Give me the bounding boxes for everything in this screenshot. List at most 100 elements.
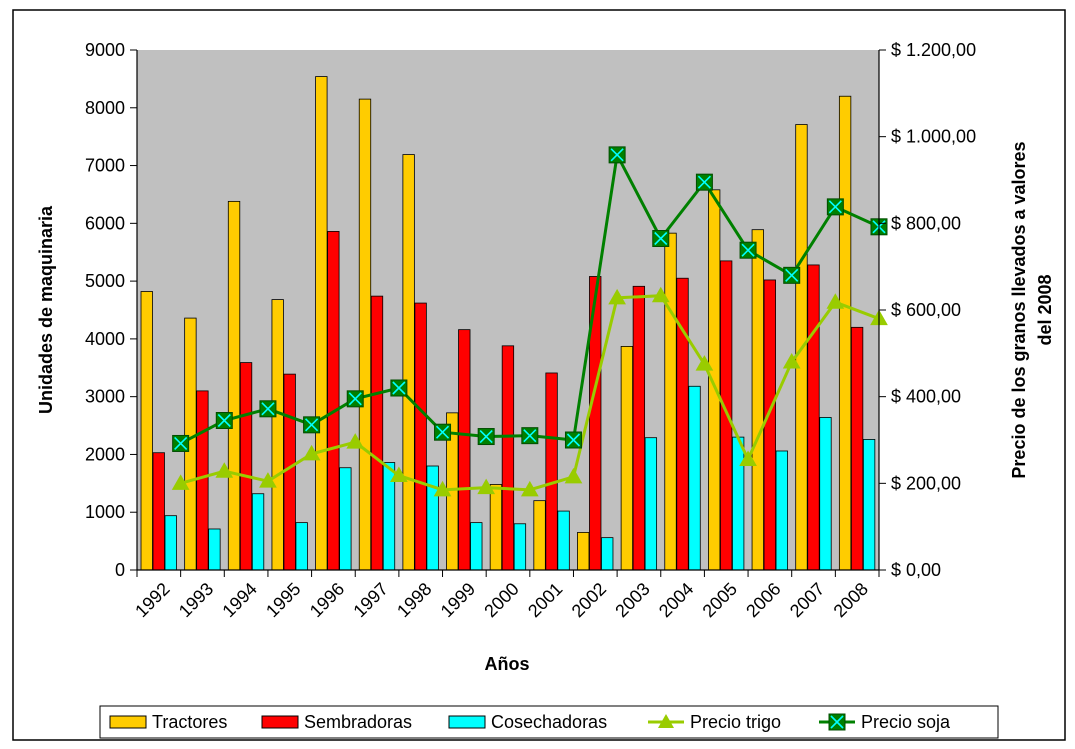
marker-precio-soja-2002-cross <box>610 148 624 162</box>
marker-precio-soja-2004-cross <box>697 175 711 189</box>
bar-sembradoras-1993 <box>196 390 209 571</box>
legend-items: Tractores Sembradoras Cosechadoras Precio t… <box>109 712 951 732</box>
marker-precio-trigo-2000 <box>520 480 539 497</box>
bar-tractores-2006 <box>751 229 764 571</box>
marker-precio-trigo-2007 <box>826 293 845 309</box>
legend-swatch-tractores <box>109 715 147 729</box>
bar-tractores-1995 <box>271 299 284 571</box>
y-tick-label-3000: 3000 <box>85 387 125 407</box>
bar-cosechadoras-1999 <box>470 522 483 571</box>
marker-precio-trigo-2005 <box>739 450 757 466</box>
marker-precio-soja-1998-cross <box>435 425 450 439</box>
marker-precio-trigo-1999 <box>477 478 496 495</box>
legend-label-cosechadoras: Cosechadoras <box>491 712 607 732</box>
marker-precio-trigo-1992 <box>171 474 190 490</box>
marker-precio-soja-1999 <box>477 428 495 446</box>
bar-tractores-1998 <box>402 154 415 571</box>
bar-cosechadoras-2001 <box>557 510 570 571</box>
marker-precio-trigo-1993 <box>215 462 234 478</box>
marker-precio-soja-1993 <box>215 412 233 429</box>
bar-cosechadoras-2007 <box>819 417 832 571</box>
legend-swatch-cosechadoras <box>448 715 486 729</box>
marker-precio-soja-2007 <box>826 198 844 216</box>
bar-tractores-2002 <box>577 532 590 571</box>
legend-label-sembradoras: Sembradoras <box>304 712 412 732</box>
y2-tick-label-0: $ 0,00 <box>891 560 941 580</box>
bar-cosechadoras-2003 <box>644 437 658 571</box>
bar-sembradoras-2001 <box>545 372 558 571</box>
bar-cosechadoras-2006 <box>775 450 788 571</box>
legend-marker-cross-precio-soja <box>830 715 844 729</box>
bar-tractores-1996 <box>315 76 328 571</box>
bar-tractores-2008 <box>838 95 852 571</box>
bar-sembradoras-1998 <box>414 302 427 571</box>
bar-sembradoras-1995 <box>283 373 296 571</box>
lines-group <box>171 146 888 497</box>
marker-precio-soja-2001 <box>564 431 582 449</box>
bar-sembradoras-1999 <box>458 329 471 571</box>
marker-precio-soja-1996 <box>346 390 364 408</box>
bar-tractores-1997 <box>358 98 372 571</box>
y-tick-label-7000: 7000 <box>85 156 125 176</box>
y-tick-label-1000: 1000 <box>85 502 125 522</box>
bar-sembradoras-2003 <box>632 285 646 571</box>
y-tick-label-2000: 2000 <box>85 444 125 464</box>
y2-axis-title-line1: Precio de los granos llevados a valores <box>1009 141 1029 478</box>
bar-sembradoras-2005 <box>720 260 733 571</box>
marker-precio-soja-2006-cross <box>785 268 799 282</box>
y-tick-label-6000: 6000 <box>85 213 125 233</box>
bar-sembradoras-2000 <box>501 345 515 571</box>
bar-tractores-2000 <box>489 484 503 571</box>
marker-precio-soja-2006 <box>783 266 801 284</box>
bar-cosechadoras-2008 <box>862 439 876 571</box>
marker-precio-soja-1993-cross <box>217 413 231 428</box>
y2-tick-label-6: $ 1.200,00 <box>891 40 976 60</box>
bar-tractores-2001 <box>533 500 546 571</box>
marker-precio-soja-1998 <box>434 423 452 441</box>
marker-precio-soja-1996-cross <box>348 392 362 406</box>
y-tick-label-5000: 5000 <box>85 271 125 291</box>
y-tick-label-0: 0 <box>115 560 125 580</box>
marker-precio-soja-1997 <box>390 379 408 397</box>
y-tick-label-4000: 4000 <box>85 329 125 349</box>
marker-precio-trigo-1998 <box>433 480 452 497</box>
marker-precio-trigo-2001 <box>564 467 583 484</box>
bar-cosechadoras-1995 <box>295 522 308 571</box>
marker-precio-soja-1997-cross <box>392 381 406 395</box>
legend: Tractores Sembradoras Cosechadoras Precio t… <box>99 705 999 739</box>
marker-precio-soja-1994-cross <box>261 402 275 416</box>
marker-precio-soja-2005-cross <box>741 243 755 257</box>
marker-precio-trigo-2006 <box>782 352 801 369</box>
y-tick-label-9000: 9000 <box>85 40 125 60</box>
marker-precio-trigo-2002 <box>608 288 626 305</box>
bar-sembradoras-2007 <box>807 264 820 571</box>
legend-label-tractores: Tractores <box>152 712 227 732</box>
y2-tick-label-2: $ 400,00 <box>891 387 961 407</box>
bar-cosechadoras-1993 <box>208 528 221 571</box>
bar-cosechadoras-1998 <box>426 465 439 571</box>
marker-precio-soja-1994 <box>259 400 277 418</box>
y2-tick-label-4: $ 800,00 <box>891 213 961 233</box>
legend-marker-precio-trigo <box>658 714 674 728</box>
bar-cosechadoras-2004 <box>688 385 701 571</box>
marker-precio-soja-2003-cross <box>654 231 668 246</box>
y-tick-label-8000: 8000 <box>85 98 125 118</box>
y2-tick-label-3: $ 600,00 <box>891 300 961 320</box>
marker-precio-soja-2001-cross <box>566 433 581 447</box>
marker-precio-trigo-2003 <box>651 286 670 303</box>
bar-tractores-2003 <box>620 345 634 571</box>
bar-tractores-1992 <box>140 291 153 571</box>
legend-swatch-sembradoras <box>261 715 299 729</box>
bar-sembradoras-2008 <box>850 326 864 571</box>
marker-precio-trigo-1997 <box>390 466 408 483</box>
marker-precio-trigo-1995 <box>302 444 321 461</box>
y2-tick-label-5: $ 1.000,00 <box>891 127 976 147</box>
bar-cosechadoras-2005 <box>732 436 745 571</box>
axes-group <box>130 49 886 577</box>
marker-precio-soja-2004 <box>695 173 713 191</box>
bar-cosechadoras-1992 <box>164 515 177 571</box>
bar-cosechadoras-2002 <box>601 537 614 571</box>
y2-tick-label-1: $ 200,00 <box>891 473 961 493</box>
marker-precio-soja-2007-cross <box>828 200 842 214</box>
